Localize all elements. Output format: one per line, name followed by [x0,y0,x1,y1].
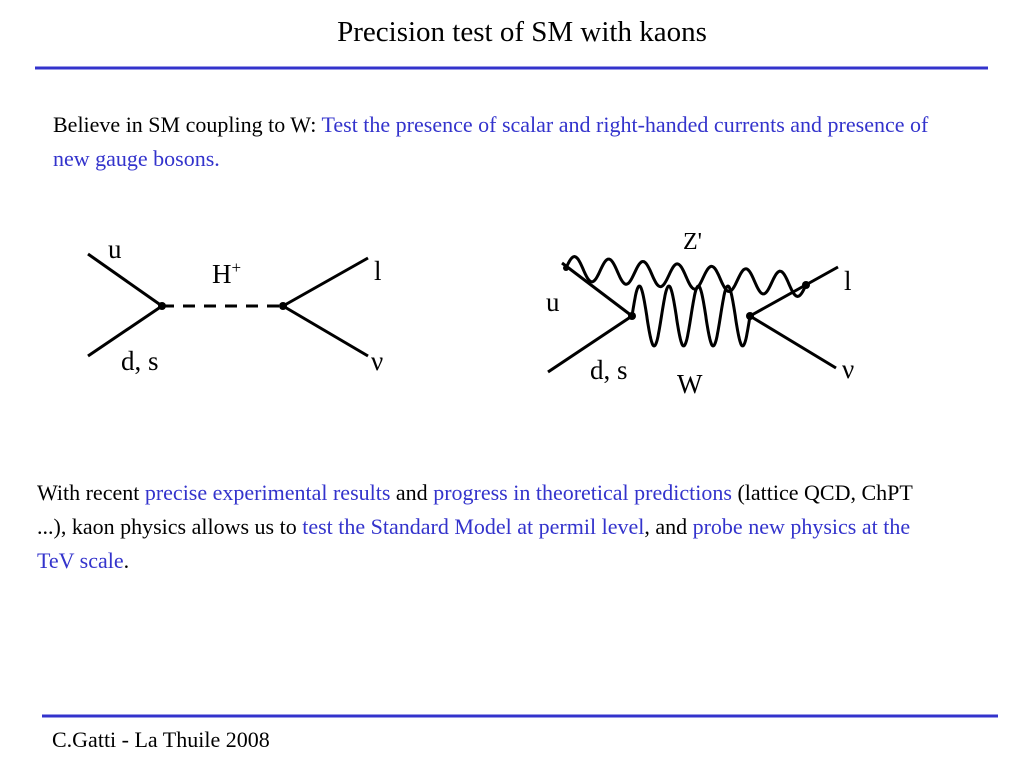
lepton-line [282,256,369,308]
vertex [158,302,166,310]
label-u: u [546,287,560,317]
vertex [802,281,810,289]
label-lepton: l [374,256,382,286]
vertex [279,302,287,310]
label-higgs: H+ [212,254,241,288]
label-down: d, s [121,346,159,376]
label-neutrino: ν [842,354,855,384]
w-propagator [630,284,752,348]
intro: Believe in SM coupling to W: Test the pr… [53,108,933,176]
lepton-line [749,314,837,370]
slide-title: Precision test of SM with kaons [337,16,707,48]
label-down: d, s [590,355,628,385]
label-w: W [677,369,703,399]
vertex [628,312,636,320]
body-highlight: probe new physics at the TeV scale [37,514,911,573]
label-u: u [108,234,122,264]
quark-line [87,252,163,308]
body-highlight: test the Standard Model at permil level [302,514,645,539]
vertex [563,265,569,271]
lepton-line [282,304,369,358]
quark-line [547,314,633,374]
body-text: (lattice QCD, ChPT ...), kaon physics al… [37,480,913,539]
higgs-charge: + [231,258,242,277]
body-text: . [123,548,130,573]
body-text: , and [644,514,693,539]
intro-text: Believe in SM coupling to W: [53,112,322,137]
body-text: and [390,480,434,505]
footer: C.Gatti - La Thuile 2008 [52,727,270,752]
diagram-1 [87,252,369,358]
label-lepton: l [844,266,852,296]
body: With recent precise experimental results… [37,476,937,578]
intro-highlight: Test the presence of scalar and right-ha… [53,112,929,171]
body-highlight: progress in theoretical predictions [433,480,732,505]
body-text: With recent [37,480,145,505]
vertex [746,312,754,320]
diagram-2 [547,255,839,374]
body-highlight: precise experimental results [144,480,391,505]
label-z: Z' [683,229,702,255]
quark-line [561,261,633,318]
z-propagator [564,255,808,298]
quark-line [87,304,163,358]
label-neutrino: ν [371,346,384,376]
higgs-symbol: H [212,259,232,289]
